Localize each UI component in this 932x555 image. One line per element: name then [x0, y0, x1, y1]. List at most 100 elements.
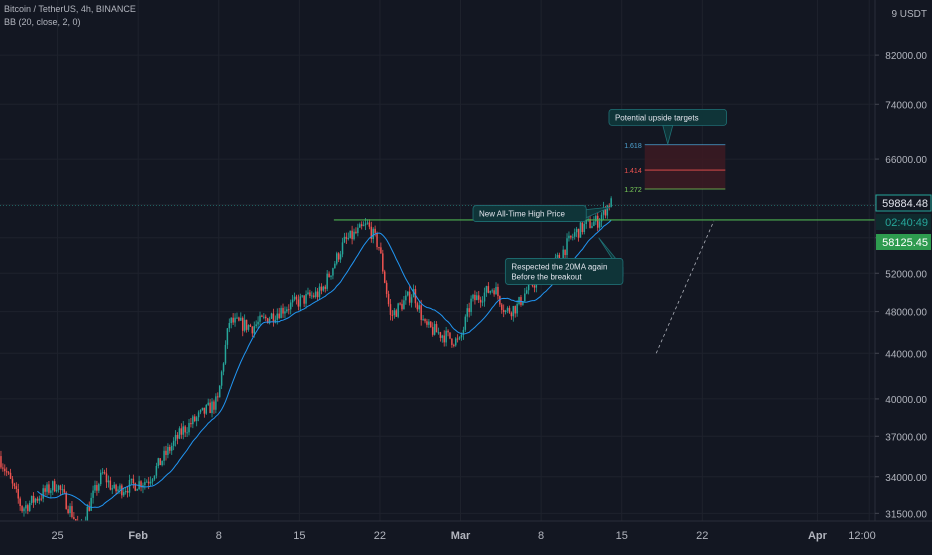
candle-body: [153, 475, 156, 480]
candle-body: [332, 268, 334, 276]
candle: [251, 326, 254, 338]
candle-body: [418, 305, 421, 310]
candle: [424, 318, 426, 324]
candle: [414, 285, 417, 308]
candle: [445, 326, 447, 347]
candle: [430, 321, 432, 329]
candle: [441, 334, 444, 343]
candle: [305, 290, 307, 309]
candle: [207, 398, 209, 406]
callout-text: Respected the 20MA again: [511, 262, 607, 271]
candle: [174, 430, 177, 447]
fib-level-label: 1.618: [624, 143, 642, 150]
candle-body: [159, 458, 161, 466]
candle: [316, 288, 319, 301]
candle: [410, 294, 413, 308]
candle-body: [123, 492, 125, 496]
candle: [502, 304, 505, 318]
candle-body: [424, 319, 426, 322]
candle: [94, 480, 96, 493]
candle: [194, 414, 196, 423]
candle-body: [487, 286, 490, 293]
candle: [568, 231, 570, 242]
candle-body: [2, 467, 4, 469]
candle: [343, 232, 346, 244]
candle-body: [257, 321, 259, 325]
candle-body: [414, 289, 417, 304]
candle: [2, 463, 4, 472]
candle: [497, 283, 499, 300]
candle-body: [67, 509, 69, 514]
candle-body: [50, 490, 52, 493]
candle: [123, 487, 125, 498]
candle-body: [600, 214, 603, 222]
symbol-title[interactable]: Bitcoin / TetherUS, 4h, BINANCE: [4, 4, 136, 14]
candle-body: [395, 310, 397, 317]
candle: [46, 482, 48, 496]
badge-bg: [876, 234, 931, 250]
candle: [487, 282, 490, 294]
candle: [501, 302, 503, 314]
candle-body: [357, 227, 359, 234]
candle: [416, 301, 419, 312]
candle-body: [161, 460, 163, 466]
candle-body: [568, 235, 570, 239]
candle-body: [86, 506, 89, 521]
candle-body: [376, 232, 378, 248]
candle-body: [501, 304, 503, 310]
candle-body: [255, 324, 257, 327]
candle: [449, 332, 451, 340]
candle-body: [337, 253, 340, 260]
candle-body: [372, 228, 374, 240]
candle: [170, 442, 173, 455]
candle: [266, 317, 269, 324]
candle-body: [201, 407, 204, 410]
price-axis: 9 USDT82000.0074000.0066000.0060000.0056…: [874, 0, 932, 550]
candle: [71, 501, 73, 519]
candle-body: [5, 471, 8, 473]
candle: [399, 302, 401, 306]
candle: [577, 228, 580, 242]
candle-body: [44, 488, 46, 492]
candle: [176, 432, 179, 445]
candle-body: [312, 295, 315, 297]
candle-body: [278, 313, 280, 319]
candle-body: [466, 308, 468, 317]
candle: [270, 312, 273, 320]
candle-body: [320, 286, 323, 291]
candle: [456, 334, 459, 343]
candle: [136, 488, 138, 491]
candle: [591, 222, 593, 229]
candle: [11, 476, 14, 489]
candle-body: [314, 291, 317, 297]
candle: [15, 482, 18, 493]
indicator-label[interactable]: BB (20, close, 2, 0): [4, 17, 81, 27]
candle: [172, 437, 175, 451]
candle-body: [236, 317, 238, 319]
candle: [506, 306, 509, 314]
candle-body: [391, 314, 394, 316]
candle: [261, 314, 263, 318]
time-tick-label: 15: [293, 530, 305, 542]
candle-body: [573, 232, 576, 237]
candle-body: [32, 495, 35, 503]
candle-body: [192, 416, 194, 425]
candle: [52, 480, 54, 496]
candle: [596, 210, 599, 232]
candle: [349, 230, 351, 239]
candle: [23, 506, 25, 517]
candle: [422, 315, 424, 321]
candle: [345, 232, 348, 244]
candle: [341, 237, 344, 258]
candle-body: [99, 472, 102, 485]
candle-body: [117, 489, 119, 492]
candle-body: [382, 253, 384, 272]
candle-body: [508, 307, 511, 313]
candle: [362, 221, 365, 227]
candle: [259, 311, 261, 326]
candle-body: [456, 338, 459, 340]
candle: [336, 251, 338, 266]
candle: [247, 324, 250, 332]
